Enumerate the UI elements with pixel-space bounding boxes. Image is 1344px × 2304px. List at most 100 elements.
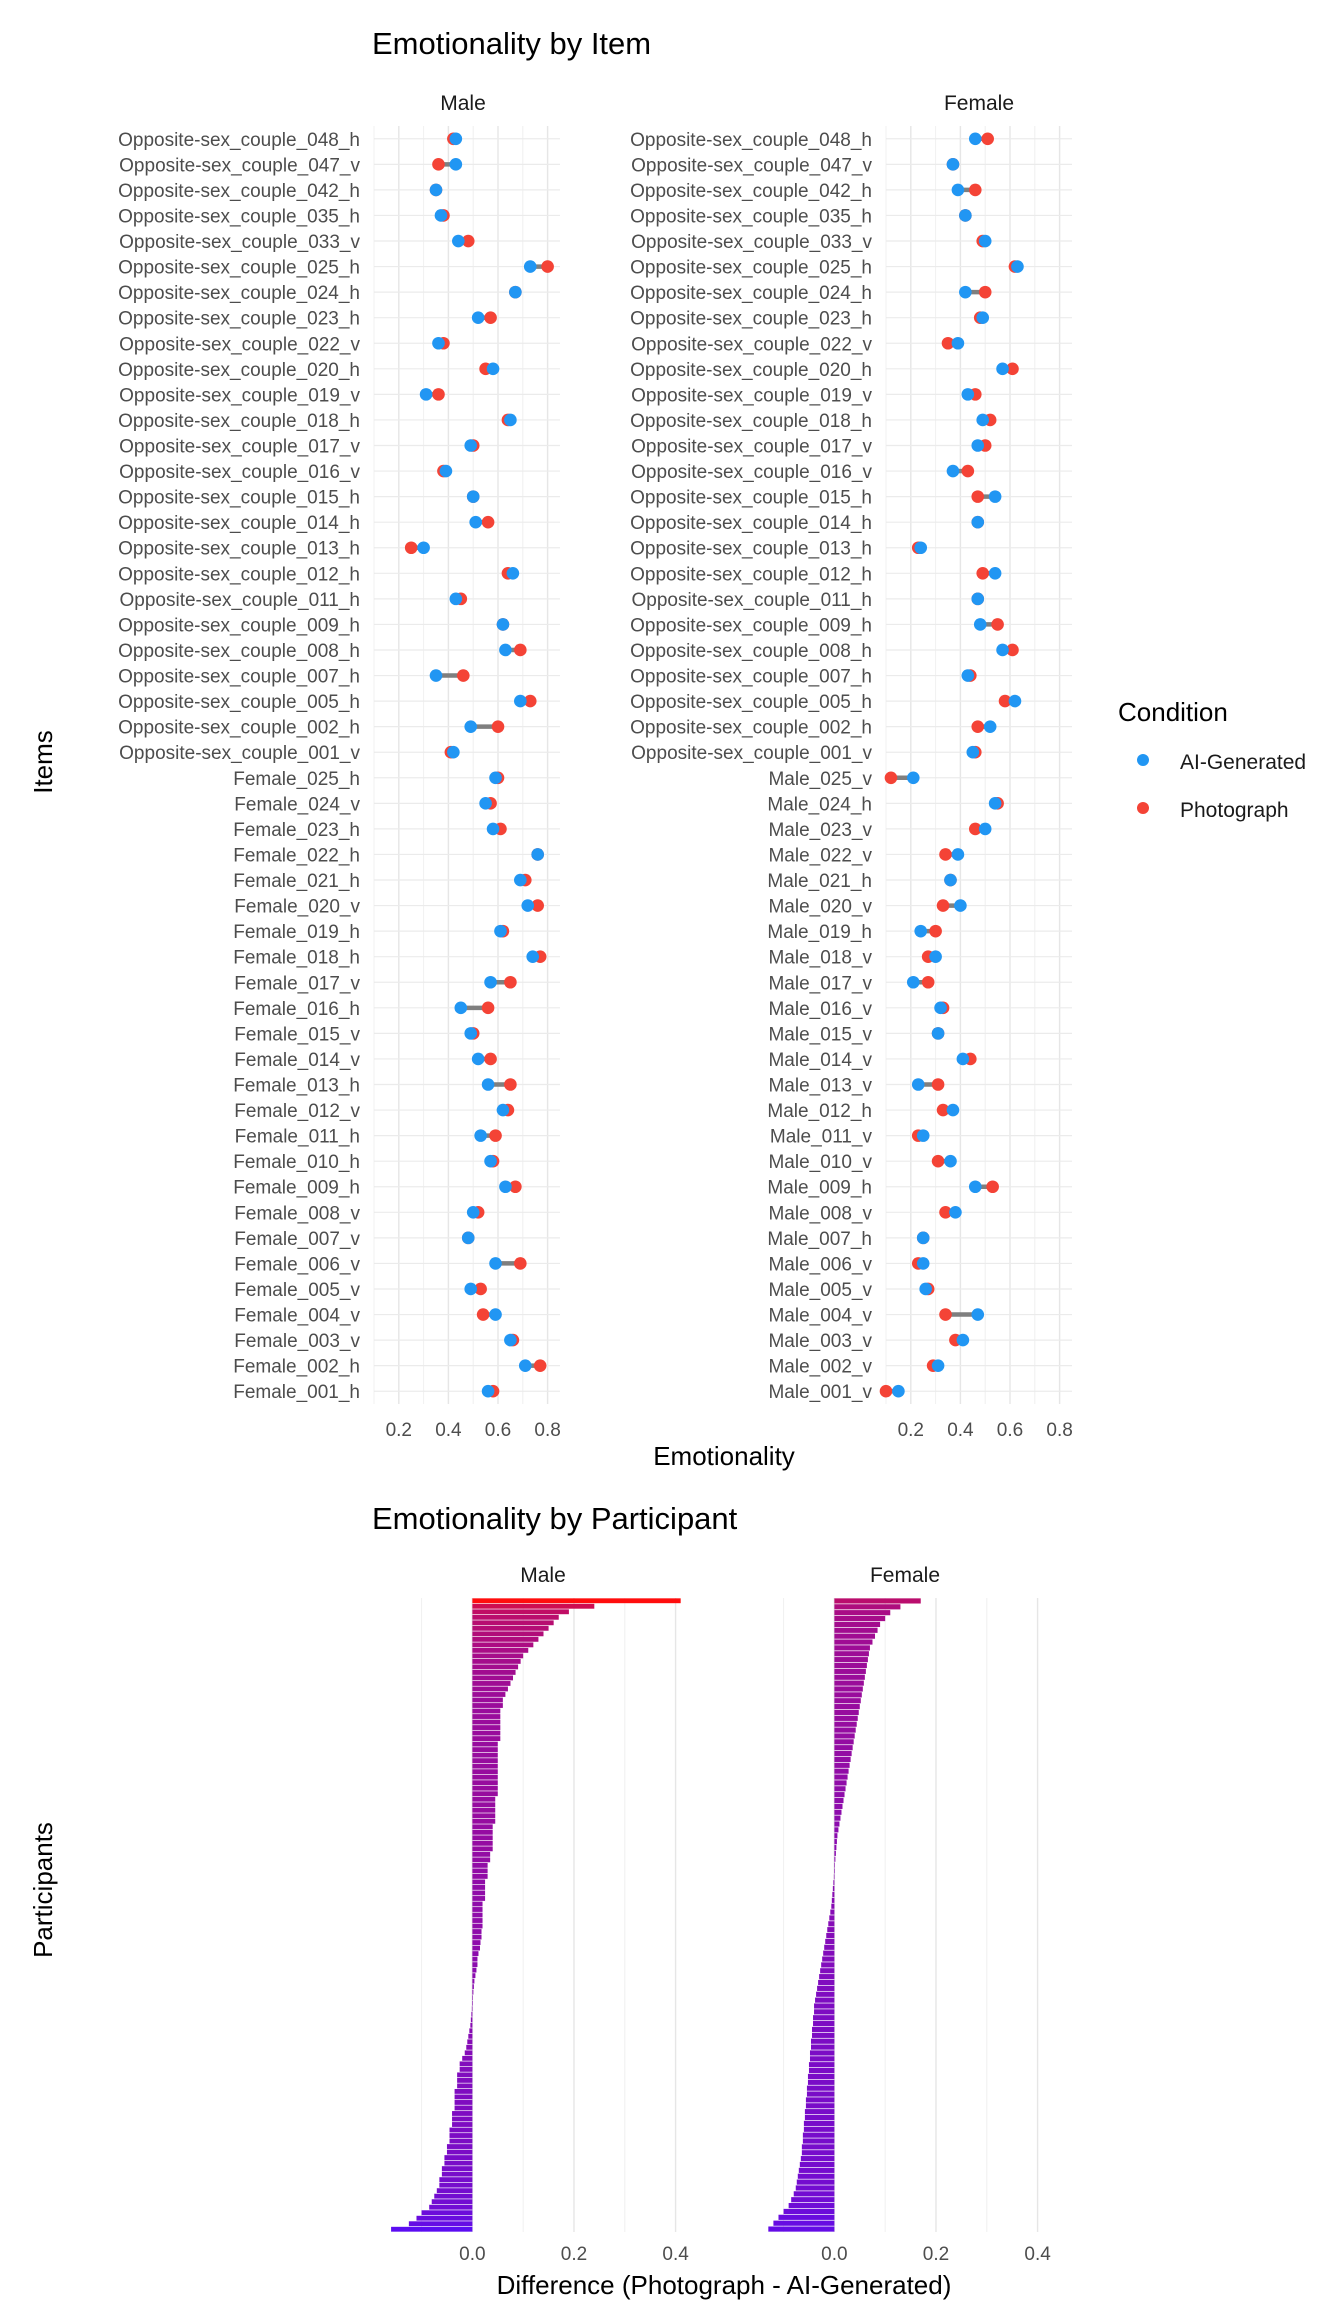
difference-bar [768,2226,835,2232]
legend-photograph-swatch [1137,802,1149,814]
difference-bar [429,2204,473,2210]
y-tick-label: Opposite-sex_couple_014_h [630,513,872,534]
difference-bar [801,2150,835,2156]
item-chart: Emotionality by Item Male Female 0.2 0.4 0… [28,26,1306,1471]
photograph-point [931,1154,945,1168]
difference-bar [449,2138,473,2144]
difference-bar [472,1818,496,1824]
y-tick-label: Opposite-sex_couple_033_v [631,232,872,253]
y-tick-label: Opposite-sex_couple_012_h [118,564,360,585]
ai-generated-point [486,822,500,836]
difference-bar [469,2028,473,2034]
difference-bar [773,2220,835,2226]
ai-generated-point [919,1282,932,1296]
y-tick-label: Opposite-sex_couple_017_v [631,437,872,458]
difference-bar [834,1809,842,1815]
difference-bar [472,1901,483,1907]
photograph-point [504,1078,517,1091]
photograph-point [884,771,898,785]
photograph-point [484,311,497,325]
x-tick-label: 0.8 [1046,1420,1072,1441]
y-tick-label: Female_004_v [234,1306,360,1327]
photograph-point [991,618,1004,631]
difference-bar [472,1664,519,1670]
ai-generated-point [489,1257,502,1270]
difference-bar [444,2155,473,2160]
photograph-point [939,1206,952,1219]
ai-generated-point [978,822,992,836]
ai-generated-point [471,311,485,325]
difference-bar [472,1647,529,1653]
ai-generated-point [474,1129,487,1142]
difference-bar [801,2144,835,2150]
difference-bar [472,1636,539,1642]
ai-generated-point [931,1359,945,1372]
difference-bar [466,2044,473,2050]
difference-bar [805,2103,835,2109]
difference-bar [834,1756,851,1763]
difference-bar [472,1868,488,1874]
difference-bar [431,2199,473,2205]
difference-bar [812,2026,835,2033]
ai-generated-point [481,1384,495,1398]
difference-bar [472,1730,501,1736]
difference-bar [834,1621,881,1627]
difference-bar [472,1681,511,1686]
difference-bar [472,1929,482,1934]
difference-bar [462,2055,473,2061]
photograph-point [514,1257,527,1270]
photograph-point [936,1103,950,1117]
ai-generated-point [892,1384,905,1398]
y-tick-label: Female_003_v [234,1331,360,1352]
difference-bar [472,2000,473,2006]
item-panel-male-background [374,126,560,1404]
difference-bar [441,2166,473,2172]
y-tick-label: Opposite-sex_couple_019_v [119,385,360,406]
difference-bar [834,1604,901,1610]
difference-bar [457,2083,473,2089]
difference-bar [472,1653,524,1659]
y-tick-label: Opposite-sex_couple_018_h [630,411,872,432]
photograph-point [514,643,527,657]
difference-bar [834,1657,868,1663]
difference-bar [814,2009,835,2015]
photograph-point [531,899,544,912]
difference-bar [834,1762,850,1768]
y-tick-label: Female_022_h [233,845,360,866]
y-tick-label: Male_020_v [768,897,872,918]
difference-bar [818,1979,835,1986]
difference-bar [834,1733,855,1739]
y-tick-label: Male_001_v [768,1382,872,1403]
y-tick-label: Female_014_v [234,1050,360,1071]
y-tick-label: Male_024_h [767,794,872,815]
difference-bar [454,2094,473,2100]
difference-bar [416,2215,473,2221]
difference-bar [834,1844,837,1851]
difference-bar [472,1885,486,1890]
ai-generated-point [916,1257,930,1270]
y-tick-label: Male_021_h [767,871,872,892]
difference-bar [446,2149,473,2155]
ai-generated-point [929,950,942,963]
ai-generated-point [914,541,928,555]
difference-bar [807,2079,835,2085]
ai-generated-point [531,848,544,861]
photograph-point [504,975,517,989]
ai-generated-point [934,1001,947,1015]
difference-bar [827,1927,835,1933]
difference-bar [791,2197,835,2203]
difference-bar [800,2156,835,2162]
ai-generated-point [983,720,997,733]
x-tick-label: 0.0 [459,2244,485,2265]
y-tick-label: Opposite-sex_couple_042_h [118,181,360,202]
difference-bar [472,1807,496,1813]
ai-generated-point [469,515,482,529]
difference-bar [472,1829,493,1835]
photograph-point [523,694,537,708]
difference-bar [452,2122,473,2127]
participant-chart: Emotionality by Participant Male Female … [28,1501,1063,2300]
ai-generated-point [464,439,478,452]
x-tick-label: 0.2 [561,2244,587,2265]
ai-generated-point [916,1129,930,1142]
difference-bar [834,1639,873,1645]
